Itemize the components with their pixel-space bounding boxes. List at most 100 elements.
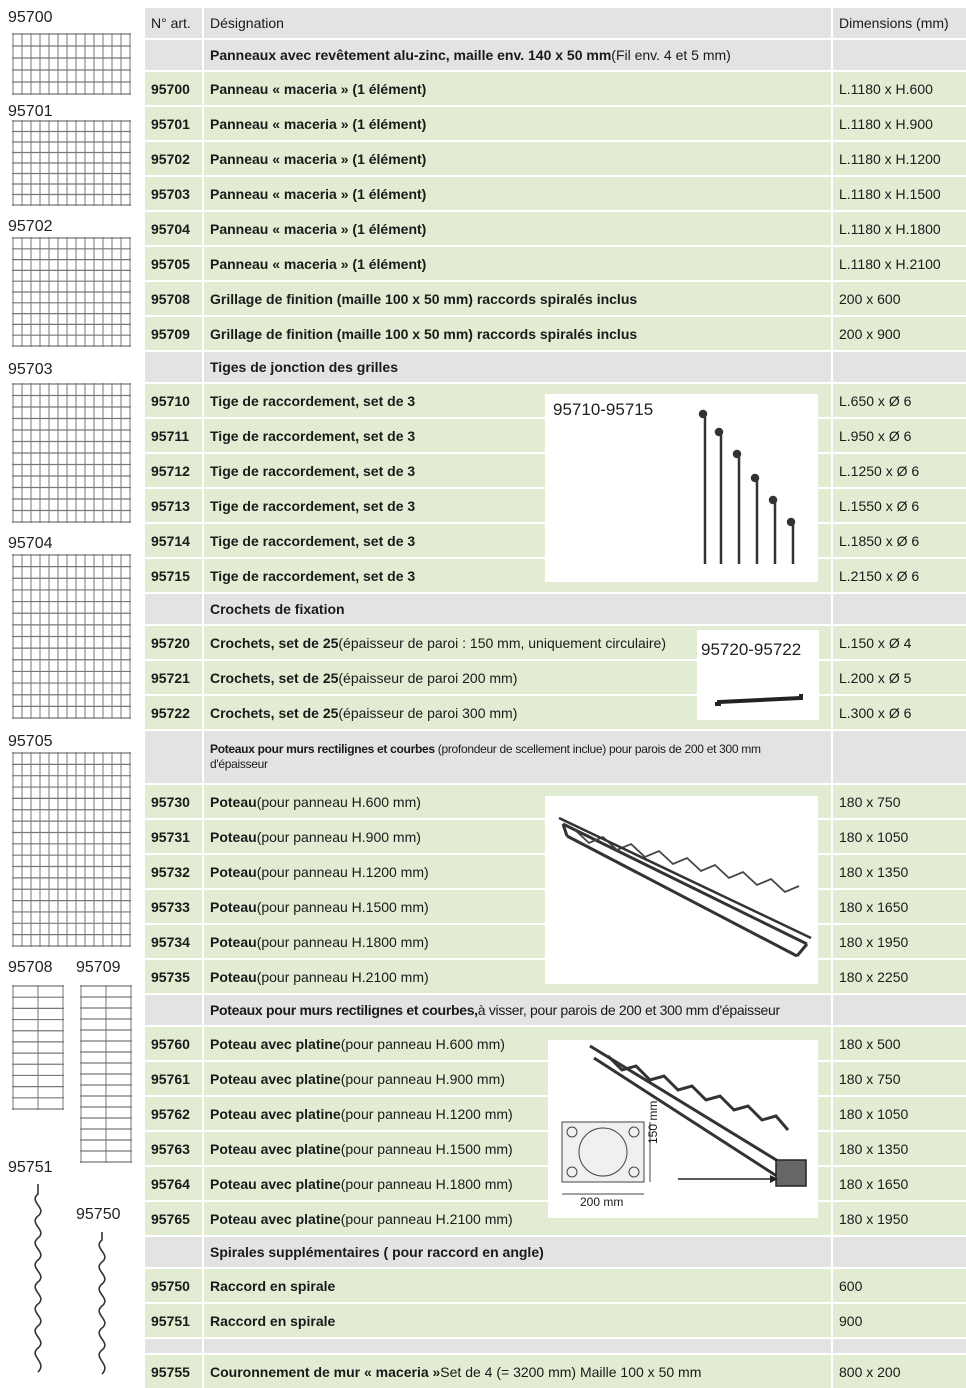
designation-bold: Poteau xyxy=(210,863,257,880)
dimensions: L.200 x Ø 5 xyxy=(833,661,966,694)
thumb-label-95700: 95700 xyxy=(8,9,53,26)
article-number: 95721 xyxy=(145,661,202,694)
designation-detail: (pour panneau H.600 mm) xyxy=(256,793,421,810)
thumb-label-95703: 95703 xyxy=(8,361,53,378)
article-number: 95761 xyxy=(145,1062,202,1095)
spacer-row xyxy=(145,1339,966,1353)
designation-detail: (pour panneau H.900 mm) xyxy=(256,828,421,845)
article-number: 95731 xyxy=(145,820,202,853)
designation-bold: Crochets, set de 25 xyxy=(210,634,339,651)
designation-detail: (pour panneau H.1500 mm) xyxy=(256,898,429,915)
thumb-label-95702: 95702 xyxy=(8,218,53,235)
rods-image-label: 95710-95715 xyxy=(553,400,654,419)
dimensions: L.1180 x H.1500 xyxy=(833,177,966,210)
thumb-label-95701: 95701 xyxy=(8,103,53,120)
designation-bold: Poteau avec platine xyxy=(210,1175,341,1192)
article-number: 95709 xyxy=(145,317,202,350)
dimensions: 180 x 1950 xyxy=(833,1202,966,1235)
thumb-label-95705: 95705 xyxy=(8,733,53,750)
designation-detail: (épaisseur de paroi 300 mm) xyxy=(338,704,518,721)
article-number: 95714 xyxy=(145,524,202,557)
designation: Panneau « maceria » (1 élément) xyxy=(204,107,831,140)
designation: Panneau « maceria » (1 élément) xyxy=(204,177,831,210)
dimensions: 180 x 2250 xyxy=(833,960,966,993)
thumb-label-95750: 95750 xyxy=(76,1206,121,1223)
article-number: 95700 xyxy=(145,72,202,105)
designation-detail: (épaisseur de paroi 200 mm) xyxy=(338,669,518,686)
dimensions: 200 x 900 xyxy=(833,317,966,350)
section-title: Panneaux avec revêtement alu-zinc, maill… xyxy=(210,47,612,63)
header-dimensions: Dimensions (mm) xyxy=(833,8,966,38)
designation-bold: Poteau xyxy=(210,933,257,950)
designation: Couronnement de mur « maceria » Set de 4… xyxy=(204,1355,831,1388)
dimensions: 180 x 1050 xyxy=(833,820,966,853)
header-art: N° art. xyxy=(145,8,202,38)
dimensions: L.650 x Ø 6 xyxy=(833,384,966,417)
designation-bold: Poteau avec platine xyxy=(210,1210,341,1227)
designation-bold: Poteau xyxy=(210,828,257,845)
dimensions: 200 x 600 xyxy=(833,282,966,315)
designation-bold: Panneau « maceria » (1 élément) xyxy=(210,185,427,202)
rods-icon xyxy=(698,409,796,564)
designation-detail: (pour panneau H.1200 mm) xyxy=(340,1105,513,1122)
table-row: 95704 Panneau « maceria » (1 élément) L.11… xyxy=(145,212,966,245)
thumb-label-95708: 95708 xyxy=(8,959,53,976)
dimensions: L.1180 x H.1800 xyxy=(833,212,966,245)
dimensions: L.1250 x Ø 6 xyxy=(833,454,966,487)
designation-bold: Tige de raccordement, set de 3 xyxy=(210,497,416,514)
dimensions: 800 x 200 xyxy=(833,1355,966,1388)
designation-detail: (pour panneau H.1500 mm) xyxy=(340,1140,513,1157)
designation-bold: Grillage de finition (maille 100 x 50 mm… xyxy=(210,290,638,307)
designation: Raccord en spirale xyxy=(204,1269,831,1302)
designation: Grillage de finition (maille 100 x 50 mm… xyxy=(204,317,831,350)
dimensions: L.1550 x Ø 6 xyxy=(833,489,966,522)
article-number: 95710 xyxy=(145,384,202,417)
table-row: 95751 Raccord en spirale 900 xyxy=(145,1304,966,1337)
table-row: 95705 Panneau « maceria » (1 élément) L.11… xyxy=(145,247,966,280)
designation-bold: Panneau « maceria » (1 élément) xyxy=(210,80,427,97)
article-number: 95763 xyxy=(145,1132,202,1165)
article-number: 95720 xyxy=(145,626,202,659)
dimensions: L.1180 x H.1200 xyxy=(833,142,966,175)
dimensions: L.300 x Ø 6 xyxy=(833,696,966,729)
designation-detail: (pour panneau H.1800 mm) xyxy=(340,1175,513,1192)
panel-95702-image xyxy=(12,237,131,347)
post-image-panel xyxy=(545,796,818,984)
article-number: 95734 xyxy=(145,925,202,958)
designation-detail: (pour panneau H.1200 mm) xyxy=(256,863,429,880)
dimensions: 180 x 1650 xyxy=(833,1167,966,1200)
dimensions: L.1850 x Ø 6 xyxy=(833,524,966,557)
article-number: 95711 xyxy=(145,419,202,452)
panel-95704-image xyxy=(12,554,131,719)
dimensions: L.1180 x H.600 xyxy=(833,72,966,105)
section-row-panels: Panneaux avec revêtement alu-zinc, maill… xyxy=(145,40,966,70)
designation: Raccord en spirale xyxy=(204,1304,831,1337)
designation: Panneau « maceria » (1 élément) xyxy=(204,247,831,280)
article-number: 95712 xyxy=(145,454,202,487)
panel-95708-image xyxy=(12,985,64,1110)
table-row: 95720 Crochets, set de 25 (épaisseur de p… xyxy=(145,626,966,659)
article-number: 95722 xyxy=(145,696,202,729)
spiral-95751-image xyxy=(34,1184,42,1373)
panel-95700-image xyxy=(12,33,131,95)
hooks-image-panel: 95720-95722 xyxy=(697,630,819,720)
section-row-rods: Tiges de jonction des grilles xyxy=(145,352,966,382)
article-number: 95765 xyxy=(145,1202,202,1235)
dimensions: 180 x 1950 xyxy=(833,925,966,958)
rods-image-panel: 95710-95715 xyxy=(545,394,818,582)
designation-detail: (pour panneau H.1800 mm) xyxy=(256,933,429,950)
designation-bold: Grillage de finition (maille 100 x 50 mm… xyxy=(210,325,638,342)
table-row: 95722 Crochets, set de 25 (épaisseur de p… xyxy=(145,696,966,729)
designation-bold: Crochets, set de 25 xyxy=(210,704,339,721)
dimensions: 180 x 1350 xyxy=(833,855,966,888)
designation-bold: Tige de raccordement, set de 3 xyxy=(210,392,416,409)
designation-bold: Raccord en spirale xyxy=(210,1277,336,1294)
designation-bold: Raccord en spirale xyxy=(210,1312,336,1329)
designation-bold: Poteau avec platine xyxy=(210,1035,341,1052)
table-row: 95755 Couronnement de mur « maceria » Set… xyxy=(145,1355,966,1388)
spiral-95750-image xyxy=(98,1232,106,1375)
designation: Grillage de finition (maille 100 x 50 mm… xyxy=(204,282,831,315)
designation-bold: Tige de raccordement, set de 3 xyxy=(210,532,416,549)
base-plate-post-image-panel: 200 mm 150 mm xyxy=(548,1040,818,1218)
article-number: 95701 xyxy=(145,107,202,140)
